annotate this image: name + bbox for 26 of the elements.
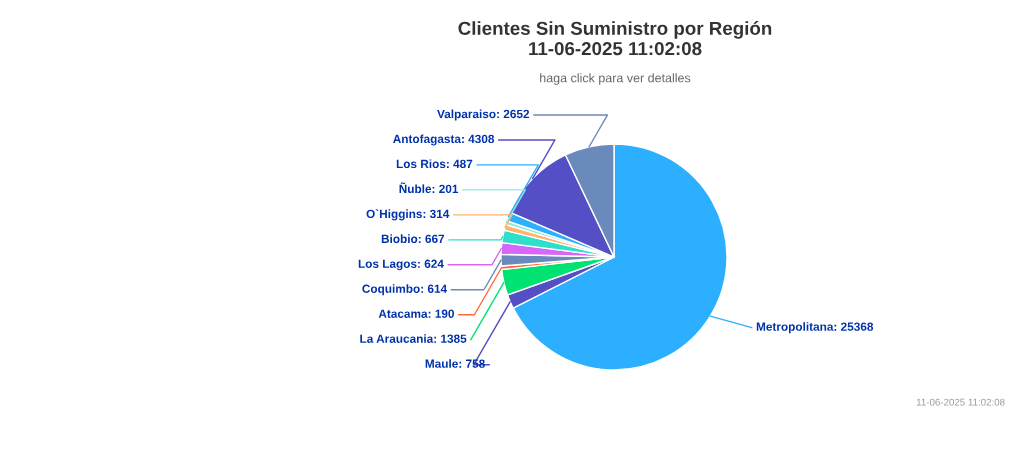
data-label: : 667 bbox=[418, 234, 445, 243]
slice-label: Ñuble bbox=[399, 182, 432, 194]
chart-subtitle: haga click para ver detalles bbox=[540, 73, 691, 85]
slice-label: Metropolitana bbox=[756, 322, 834, 334]
data-label: : 487 bbox=[447, 159, 473, 169]
data-label: : 25368 bbox=[834, 322, 874, 331]
slice-label: Antofagasta bbox=[393, 134, 462, 146]
data-label: : 314 bbox=[423, 209, 450, 219]
slice-label: Atacama bbox=[378, 309, 428, 318]
slice-label: Los Lagos bbox=[358, 259, 417, 271]
slice-label: Valparaiso bbox=[437, 109, 496, 121]
slice-label: Coquimbo bbox=[362, 284, 420, 296]
data-label: : 2652 bbox=[497, 109, 530, 119]
slice-label: Biobio bbox=[381, 234, 418, 243]
data-label: : 614 bbox=[421, 284, 448, 293]
text: 11-06-2025 11:02:08 bbox=[916, 398, 1005, 406]
slice-label: Maule bbox=[425, 359, 458, 368]
data-label: : 1385 bbox=[434, 334, 467, 343]
data-label: : 201 bbox=[432, 184, 459, 194]
data-label: : 190 bbox=[428, 309, 454, 318]
slice-label: O`Higgins bbox=[366, 209, 422, 221]
chart-title: Clientes Sin Suministro por Región 11-06-2025 11:02:08 bbox=[458, 21, 772, 56]
data-label: : 4308 bbox=[462, 134, 495, 144]
data-label: : 624 bbox=[418, 259, 444, 268]
slice-label: La Araucania bbox=[360, 334, 434, 343]
slice-label: Los Rios bbox=[396, 159, 446, 169]
